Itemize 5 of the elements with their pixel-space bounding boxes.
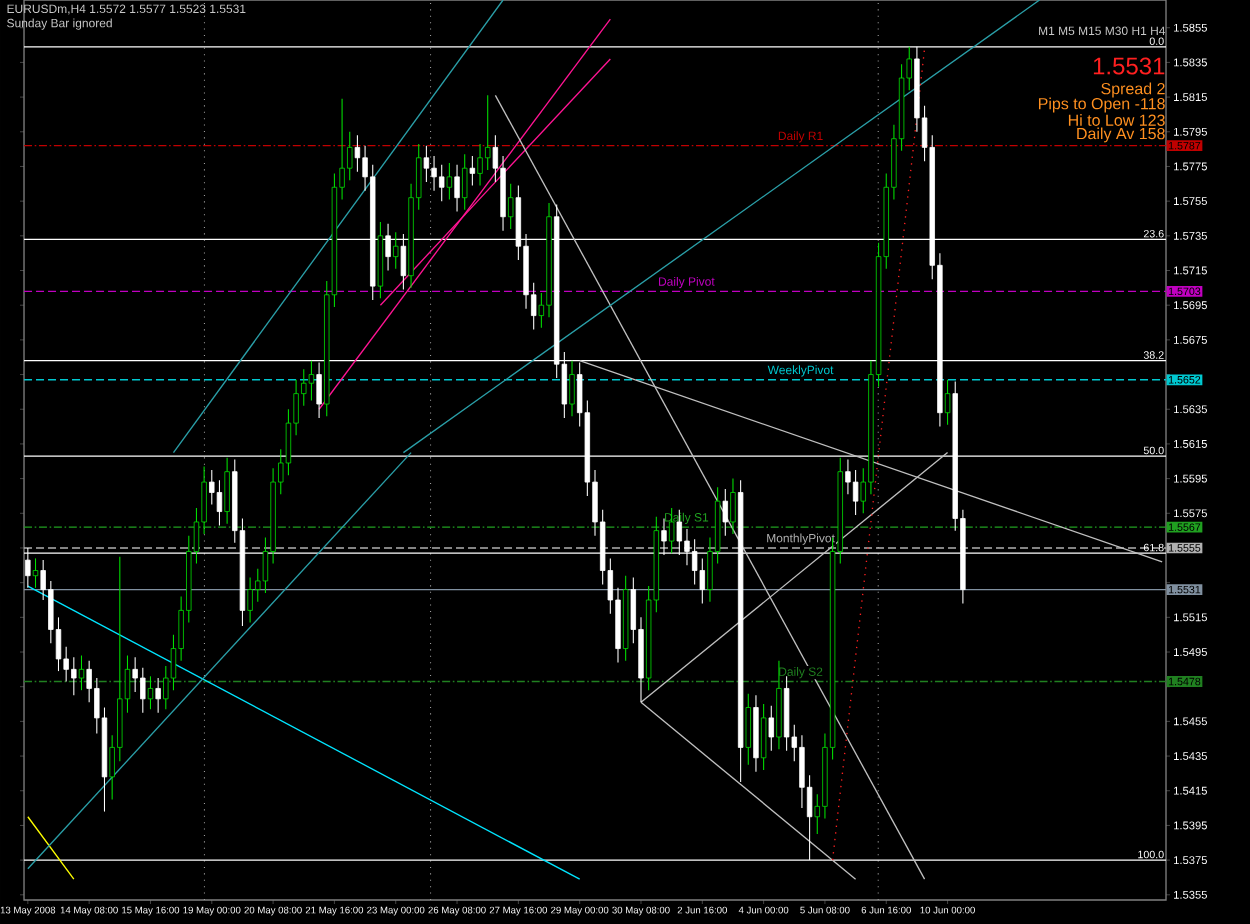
annotation: 1.5531: [1093, 57, 1165, 75]
annotation: Spread 2: [1101, 82, 1165, 98]
annotation: Daily Av 158: [1077, 127, 1165, 143]
annotation: Hi to Low 123: [1068, 114, 1165, 126]
annotation: Pips to Open -118: [1038, 97, 1165, 113]
